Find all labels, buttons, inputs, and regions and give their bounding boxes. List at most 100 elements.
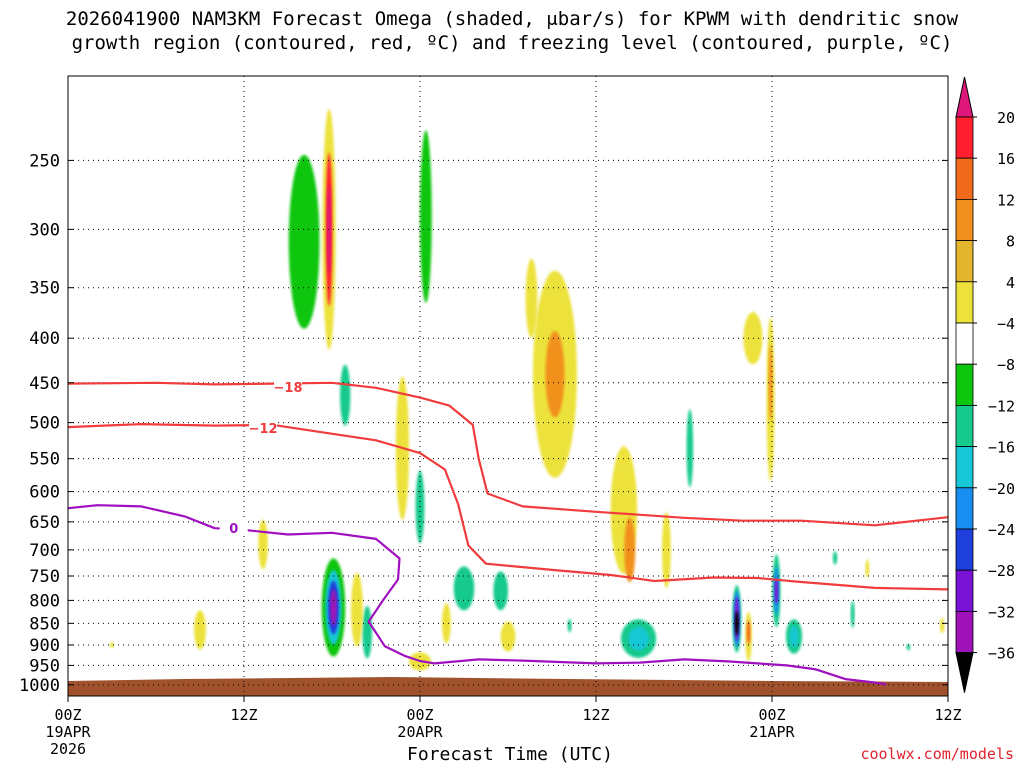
omega-shading-49: [567, 618, 572, 633]
omega-shading-47: [939, 617, 945, 634]
colorbar-swatch-1: [955, 157, 974, 200]
contour-label-bg-dgz-minus18: [274, 378, 302, 394]
omega-shading-17: [258, 519, 268, 570]
colorbar-swatch-9: [955, 487, 974, 530]
colorbar-swatch-10: [955, 528, 974, 571]
x-tick-label-0-0: 00Z: [54, 706, 81, 724]
omega-shading-26: [662, 511, 671, 588]
colorbar-label-9: −20: [988, 480, 1015, 498]
chart-title-line-1: 2026041900 NAM3KM Forecast Omega (shaded…: [65, 8, 959, 30]
omega-shading-27: [686, 409, 694, 488]
colorbar-swatch-2: [955, 198, 974, 241]
y-tick-label-650: 650: [29, 513, 60, 533]
y-tick-label-800: 800: [29, 591, 60, 611]
y-tick-label-500: 500: [29, 414, 60, 434]
colorbar-swatch-3: [955, 240, 974, 283]
y-tick-label-350: 350: [29, 279, 60, 299]
omega-shading-29: [628, 626, 649, 651]
contour-label-bg-dgz-minus12: [249, 419, 278, 435]
y-tick-label-950: 950: [29, 656, 60, 676]
omega-shading-10: [525, 258, 538, 338]
colorbar-swatch-8: [955, 446, 974, 489]
colorbar-label-5: −4: [997, 315, 1015, 333]
omega-shading-35: [746, 620, 751, 645]
colorbar-label-2: 12: [997, 191, 1015, 209]
contour-dgz-minus18: [68, 381, 948, 527]
omega-shading-25: [624, 517, 636, 583]
chart-title-line-2: growth region (contoured, red, ºC) and f…: [71, 32, 953, 54]
omega-shading-45: [865, 559, 870, 578]
colorbar-swatch-6: [955, 363, 974, 406]
omega-shading-43: [789, 625, 799, 648]
omega-shading-16: [351, 572, 363, 647]
omega-shading-20: [493, 571, 508, 611]
omega-shading-19: [453, 566, 475, 611]
colorbar-label-12: −32: [988, 603, 1015, 621]
x-axis-title: Forecast Time (UTC): [407, 744, 613, 765]
colorbar-top-arrow: [955, 76, 974, 118]
y-tick-label-550: 550: [29, 450, 60, 470]
colorbar-label-10: −24: [988, 521, 1015, 539]
plot-frame: [67, 75, 949, 697]
omega-shading-50: [110, 641, 114, 649]
omega-shading-46: [850, 600, 855, 629]
omega-shading-4: [420, 130, 432, 303]
y-tick-label-750: 750: [29, 567, 60, 587]
omega-shading-41: [774, 577, 779, 605]
y-tick-label-850: 850: [29, 614, 60, 634]
x-tick-label-12-0: 12Z: [230, 706, 257, 724]
x-tick-label-36-0: 12Z: [582, 706, 609, 724]
colorbar-label-1: 16: [997, 150, 1015, 168]
colorbar-label-6: −8: [997, 356, 1015, 374]
y-tick-label-300: 300: [29, 220, 60, 240]
y-tick-label-700: 700: [29, 541, 60, 561]
site-credit: coolwx.com/models: [860, 745, 1014, 763]
colorbar-label-7: −12: [988, 397, 1015, 415]
omega-shading-14: [330, 588, 337, 627]
colorbar-label-4: 4: [1006, 274, 1015, 292]
omega-shading-44: [832, 551, 838, 565]
omega-shading-21: [442, 603, 451, 644]
omega-shading-7: [415, 470, 425, 544]
colorbar-label-3: 8: [1006, 233, 1015, 251]
colorbar-label-11: −28: [988, 562, 1015, 580]
colorbar-swatch-12: [955, 611, 974, 654]
colorbar-swatch-7: [955, 404, 974, 447]
colorbar-swatch-4: [955, 281, 974, 324]
x-tick-label-0-2: 2026: [50, 740, 86, 758]
omega-shading-3: [327, 185, 332, 274]
contour-label-dgz-minus12: −12: [249, 422, 278, 437]
colorbar-swatch-5: [955, 322, 974, 365]
omega-shading-33: [734, 611, 739, 636]
colorbar-label-8: −16: [988, 439, 1015, 457]
omega-shading-23: [500, 621, 516, 652]
omega-shading-15: [362, 606, 372, 659]
x-tick-label-24-1: 20APR: [397, 723, 443, 741]
colorbar-label-13: −36: [988, 645, 1015, 663]
contour-label-dgz-minus18: −18: [274, 381, 303, 396]
omega-shading-0: [288, 154, 320, 329]
x-tick-label-0-1: 19APR: [45, 723, 91, 741]
y-tick-label-600: 600: [29, 483, 60, 503]
omega-shading-18: [194, 610, 206, 650]
x-tick-label-48-0: 00Z: [758, 706, 785, 724]
omega-shading-48: [906, 643, 911, 651]
colorbar-bottom-arrow: [955, 652, 974, 693]
y-tick-label-900: 900: [29, 636, 60, 656]
terrain-surface: [68, 677, 948, 696]
omega-shading-36: [743, 312, 763, 365]
colorbar-swatch-0: [955, 116, 974, 159]
colorbar-label-0: 20: [997, 109, 1015, 127]
omega-shading-5: [340, 364, 351, 426]
y-tick-label-250: 250: [29, 151, 60, 171]
omega-shading-9: [545, 331, 565, 418]
y-tick-label-450: 450: [29, 374, 60, 394]
y-tick-label-1000: 1000: [19, 676, 60, 696]
contour-label-freezing-level-0: 0: [229, 522, 238, 537]
x-tick-label-60-0: 12Z: [934, 706, 961, 724]
x-tick-label-48-1: 21APR: [749, 723, 795, 741]
contour-label-bg-freezing-level-0: [219, 520, 248, 536]
plot-background: [68, 76, 948, 696]
x-tick-label-24-0: 00Z: [406, 706, 433, 724]
